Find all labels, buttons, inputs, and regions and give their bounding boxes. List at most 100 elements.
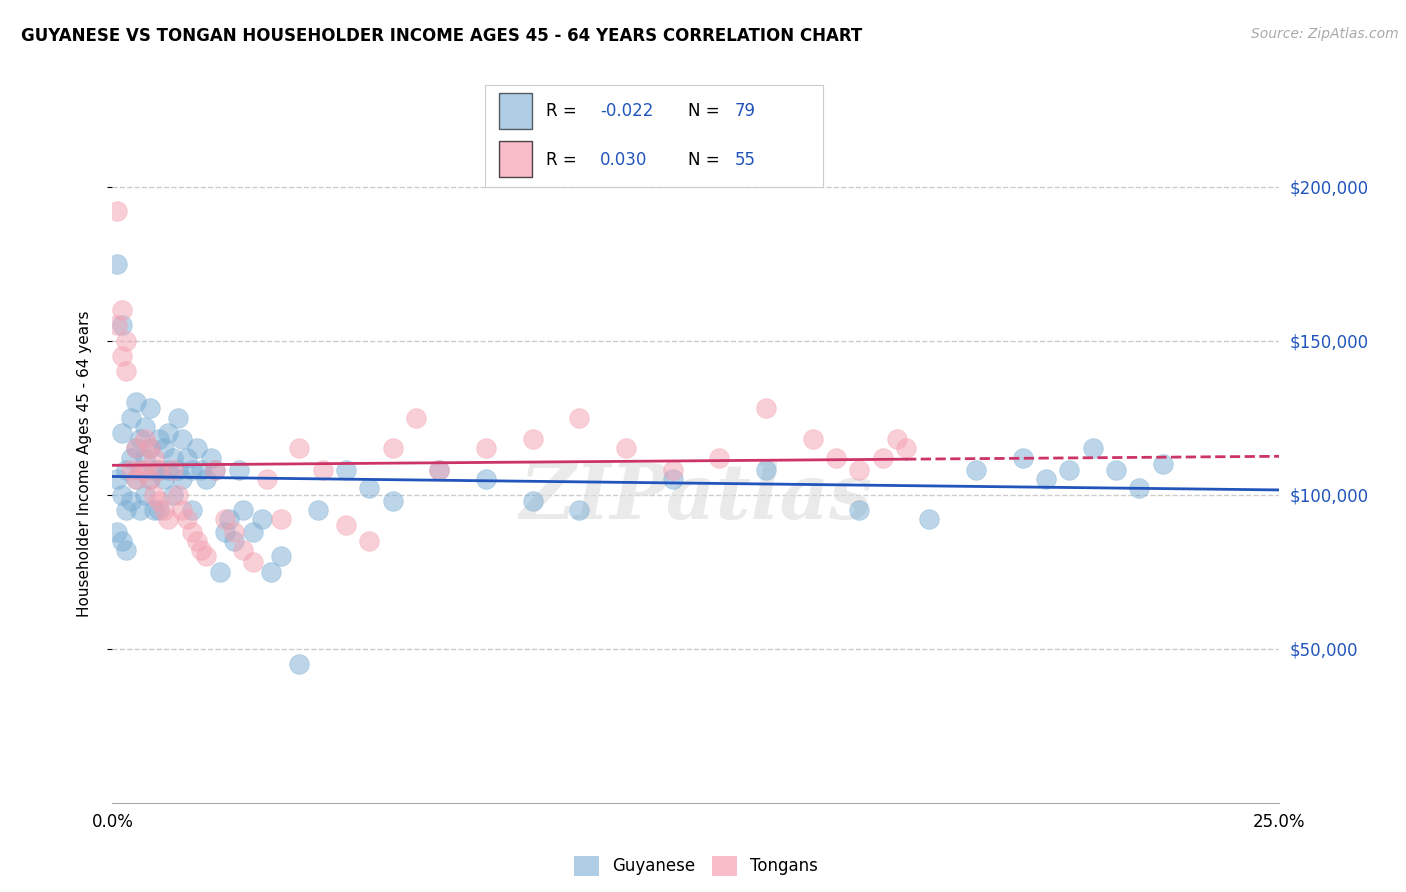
- Point: [139, 472, 162, 486]
- Text: R =: R =: [546, 103, 576, 120]
- Point: [848, 503, 870, 517]
- Point: [288, 657, 311, 672]
- Point: [180, 524, 202, 539]
- FancyBboxPatch shape: [499, 93, 533, 128]
- Point: [186, 533, 208, 548]
- Point: [222, 533, 245, 548]
- Point: [848, 463, 870, 477]
- Point: [148, 493, 170, 508]
- Point: [153, 472, 176, 486]
- Point: [111, 425, 134, 440]
- Point: [242, 556, 264, 570]
- Point: [918, 512, 941, 526]
- Point: [162, 488, 184, 502]
- Point: [120, 463, 142, 477]
- Point: [232, 543, 254, 558]
- Point: [214, 512, 236, 526]
- Point: [172, 503, 194, 517]
- Point: [143, 463, 166, 477]
- Point: [134, 463, 156, 477]
- Point: [129, 463, 152, 477]
- Point: [125, 472, 148, 486]
- Point: [111, 533, 134, 548]
- Point: [139, 442, 162, 456]
- Point: [194, 472, 217, 486]
- Point: [129, 432, 152, 446]
- Point: [143, 450, 166, 465]
- Point: [111, 302, 134, 317]
- Text: ZIPatlas: ZIPatlas: [519, 461, 873, 534]
- Text: N =: N =: [688, 151, 718, 169]
- Point: [214, 524, 236, 539]
- Point: [200, 450, 222, 465]
- Point: [105, 524, 128, 539]
- Point: [134, 488, 156, 502]
- Point: [222, 524, 245, 539]
- Point: [148, 463, 170, 477]
- Point: [157, 463, 180, 477]
- Text: N =: N =: [688, 103, 718, 120]
- Point: [522, 493, 544, 508]
- Point: [242, 524, 264, 539]
- Point: [129, 503, 152, 517]
- Point: [190, 463, 212, 477]
- Point: [176, 512, 198, 526]
- Point: [157, 425, 180, 440]
- Point: [614, 442, 637, 456]
- Point: [475, 442, 498, 456]
- Point: [1128, 482, 1150, 496]
- Point: [427, 463, 450, 477]
- Point: [120, 450, 142, 465]
- Point: [755, 401, 778, 416]
- Text: -0.022: -0.022: [600, 103, 654, 120]
- Point: [661, 472, 683, 486]
- Point: [965, 463, 987, 477]
- Point: [105, 256, 128, 270]
- Point: [1035, 472, 1057, 486]
- Point: [475, 472, 498, 486]
- Point: [166, 488, 188, 502]
- Point: [153, 442, 176, 456]
- Point: [335, 518, 357, 533]
- Point: [139, 401, 162, 416]
- Point: [180, 463, 202, 477]
- Point: [125, 395, 148, 409]
- Point: [232, 503, 254, 517]
- Point: [270, 549, 292, 564]
- Point: [405, 410, 427, 425]
- Point: [143, 488, 166, 502]
- Point: [162, 450, 184, 465]
- Point: [568, 410, 591, 425]
- Point: [1105, 463, 1128, 477]
- Point: [157, 512, 180, 526]
- Point: [1081, 442, 1104, 456]
- Point: [522, 432, 544, 446]
- Point: [166, 410, 188, 425]
- Point: [311, 463, 333, 477]
- Point: [105, 472, 128, 486]
- Point: [129, 463, 152, 477]
- Legend: Guyanese, Tongans: Guyanese, Tongans: [567, 849, 825, 882]
- Point: [359, 533, 381, 548]
- Point: [307, 503, 329, 517]
- Point: [894, 442, 917, 456]
- Text: 79: 79: [735, 103, 756, 120]
- Point: [204, 463, 226, 477]
- Point: [1152, 457, 1174, 471]
- Text: GUYANESE VS TONGAN HOUSEHOLDER INCOME AGES 45 - 64 YEARS CORRELATION CHART: GUYANESE VS TONGAN HOUSEHOLDER INCOME AG…: [21, 27, 862, 45]
- Point: [153, 503, 176, 517]
- Point: [115, 463, 138, 477]
- Y-axis label: Householder Income Ages 45 - 64 years: Householder Income Ages 45 - 64 years: [77, 310, 91, 617]
- Point: [1011, 450, 1033, 465]
- Point: [260, 565, 283, 579]
- Point: [111, 349, 134, 363]
- Point: [134, 420, 156, 434]
- Point: [208, 565, 231, 579]
- Point: [825, 450, 848, 465]
- Point: [134, 432, 156, 446]
- Point: [228, 463, 250, 477]
- Point: [381, 442, 404, 456]
- Point: [105, 204, 128, 219]
- Point: [288, 442, 311, 456]
- Point: [270, 512, 292, 526]
